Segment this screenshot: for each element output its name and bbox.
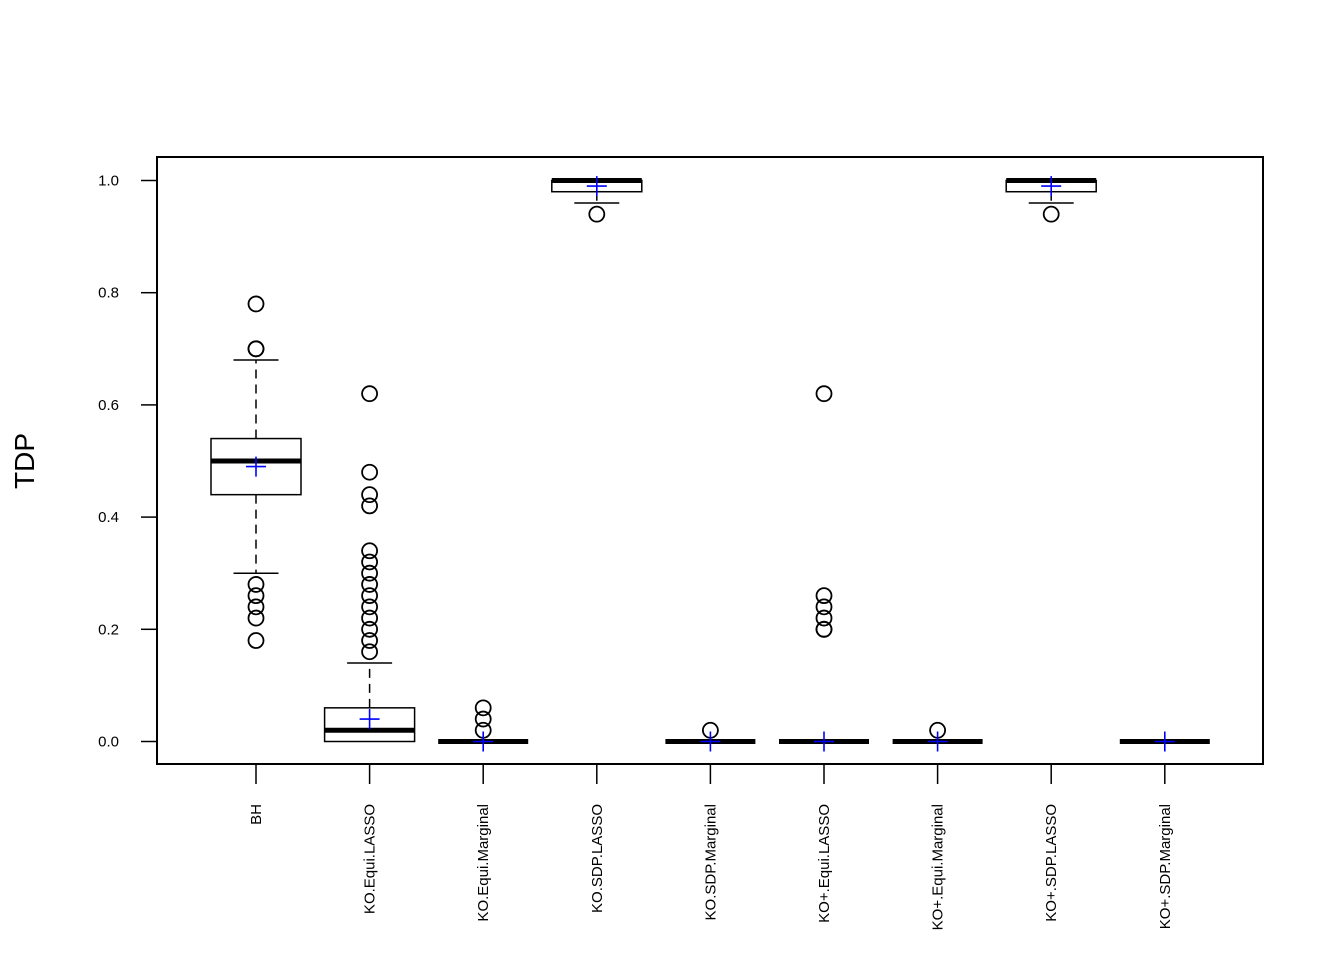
- outlier-point: [361, 486, 379, 504]
- outlier-point: [815, 587, 833, 605]
- outlier-point: [361, 463, 379, 481]
- box-group: [1005, 176, 1097, 223]
- box-group: [892, 721, 983, 752]
- outlier-point: [247, 587, 265, 605]
- outlier-point: [361, 564, 379, 582]
- box-group: [1119, 731, 1210, 752]
- x-tick-label: KO.SDP.Marginal: [702, 804, 719, 920]
- box: [210, 437, 302, 496]
- box: [323, 707, 416, 743]
- y-tick-label: 0.4: [98, 509, 119, 526]
- outlier-point: [815, 598, 833, 616]
- outlier-point: [247, 576, 265, 593]
- x-tick-label: KO+.SDP.Marginal: [1157, 804, 1174, 929]
- y-tick-label: 0.6: [98, 397, 119, 414]
- box-group: [323, 385, 416, 743]
- outlier-point: [815, 385, 833, 403]
- outlier-point: [361, 643, 379, 661]
- box-group: [438, 699, 529, 752]
- x-tick-label: KO+.Equi.LASSO: [816, 804, 833, 923]
- outlier-point: [247, 598, 265, 616]
- box-group: [779, 385, 869, 752]
- x-tick-label: KO+.SDP.LASSO: [1043, 804, 1060, 922]
- outlier-point: [588, 205, 606, 223]
- y-tick-label: 0.2: [98, 621, 119, 638]
- x-tick-label: KO+.Equi.Marginal: [930, 804, 947, 930]
- outlier-point: [361, 542, 379, 560]
- outlier-point: [1042, 205, 1060, 223]
- box-group: [551, 176, 643, 223]
- y-axis: 0.0 0.2 0.4 0.6 0.8 1.0: [98, 173, 158, 751]
- y-tick-label: 1.0: [98, 173, 119, 190]
- outlier-point: [361, 497, 379, 515]
- outlier-point: [247, 609, 265, 627]
- outlier-point: [361, 385, 379, 403]
- outlier-point: [247, 295, 265, 313]
- outlier-point: [361, 598, 379, 616]
- y-axis-title: TDP: [9, 433, 40, 489]
- outlier-point: [474, 699, 492, 717]
- outlier-point: [247, 340, 265, 358]
- x-tick-label: BH: [248, 804, 265, 825]
- box-group: [210, 295, 302, 649]
- x-tick-label: KO.SDP.LASSO: [589, 804, 606, 913]
- outlier-point: [815, 609, 833, 627]
- outlier-point: [361, 576, 379, 593]
- box-group: [665, 721, 756, 752]
- y-tick-label: 0.8: [98, 285, 119, 302]
- x-axis: BH KO.Equi.LASSO KO.Equi.Marginal KO.SDP.LA…: [248, 764, 1174, 930]
- x-tick-label: KO.Equi.LASSO: [362, 804, 379, 914]
- outlier-point: [361, 553, 379, 571]
- outlier-point: [361, 620, 379, 638]
- outlier-point: [474, 710, 492, 728]
- y-tick-label: 0.0: [98, 734, 119, 751]
- outlier-point: [361, 632, 379, 649]
- x-tick-label: KO.Equi.Marginal: [475, 804, 492, 922]
- outlier-point: [815, 620, 833, 638]
- outlier-point: [361, 609, 379, 627]
- plot-area: [210, 176, 1210, 752]
- outlier-point: [361, 587, 379, 605]
- outlier-point: [247, 632, 265, 649]
